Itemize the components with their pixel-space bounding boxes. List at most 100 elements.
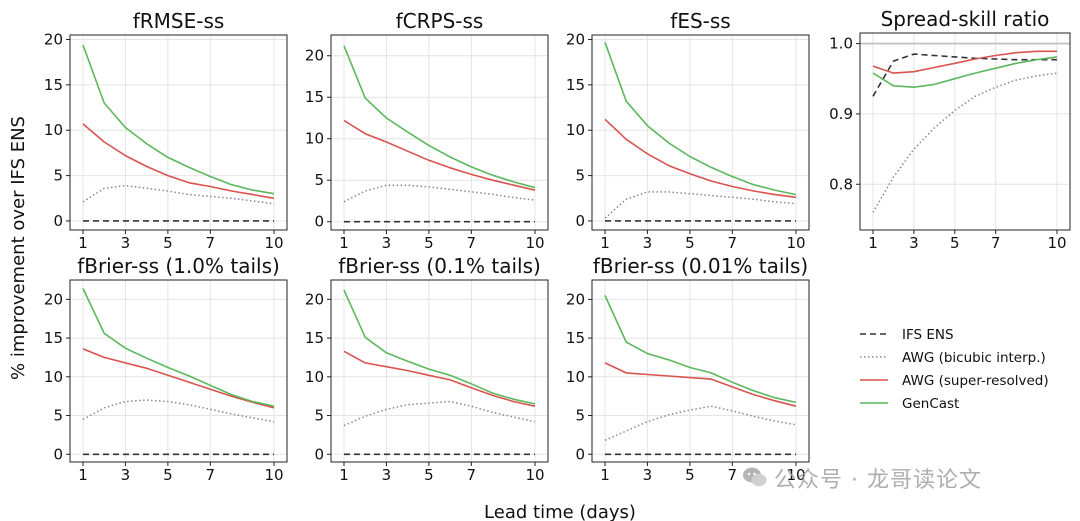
y-tick-label: 1.0	[829, 35, 853, 53]
legend: IFS ENS AWG (bicubic interp.) AWG (super-r…	[860, 327, 1049, 412]
x-tick-label: 10	[786, 234, 805, 252]
axes-frame	[859, 32, 1071, 231]
x-tick-label: 10	[264, 466, 283, 484]
y-tick-label: 15	[566, 76, 585, 94]
chart-panel: fBrier-ss (0.1% tails) 1 3 5 7 10 0 5 10 15 20	[305, 254, 549, 484]
x-tick-label: 5	[424, 234, 434, 252]
legend-label: AWG (super-resolved)	[902, 373, 1049, 389]
x-tick-label: 7	[991, 234, 1001, 252]
x-axis-label: Lead time (days)	[484, 502, 636, 521]
y-tick-label: 20	[44, 290, 63, 308]
series-line	[82, 44, 275, 195]
chart-panel: fES-ss 1 3 5 7 10 0 5 10 15 20	[566, 9, 810, 252]
y-tick-label: 20	[566, 31, 585, 49]
x-tick-label: 10	[264, 234, 283, 252]
x-tick-label: 1	[600, 234, 610, 252]
legend-label: AWG (bicubic interp.)	[902, 350, 1046, 366]
x-tick-label: 10	[786, 466, 805, 484]
y-tick-label: 10	[566, 368, 585, 386]
y-tick-label: 0	[53, 445, 63, 463]
legend-label: IFS ENS	[902, 327, 954, 343]
watermark-text: 公众号 · 龙哥读论文	[774, 468, 982, 493]
x-tick-label: 5	[163, 466, 173, 484]
y-tick-label: 5	[575, 407, 585, 425]
panel-title: fBrier-ss (1.0% tails)	[77, 254, 280, 278]
axes-frame	[591, 34, 810, 231]
x-tick-label: 7	[467, 466, 477, 484]
panel-title: fCRPS-ss	[396, 9, 484, 33]
panel-title: fBrier-ss (0.1% tails)	[338, 254, 541, 278]
x-tick-label: 5	[685, 466, 695, 484]
y-tick-label: 5	[314, 407, 324, 425]
chart-panel: fBrier-ss (0.01% tails) 1 3 5 7 10 0 5 10 15 20	[566, 254, 810, 484]
axes-frame	[330, 34, 549, 231]
series-line	[872, 53, 1057, 97]
x-tick-label: 3	[121, 234, 131, 252]
y-tick-label: 15	[566, 329, 585, 347]
y-tick-label: 20	[44, 31, 63, 49]
series-line	[82, 399, 275, 423]
x-tick-label: 5	[424, 466, 434, 484]
y-tick-label: 0.8	[829, 175, 853, 193]
x-tick-label: 3	[121, 466, 131, 484]
series-line	[604, 118, 797, 199]
y-tick-label: 0	[53, 212, 63, 230]
chart-panel: fBrier-ss (1.0% tails) 1 3 5 7 10 0 5 10 15 20	[44, 254, 288, 484]
series-line	[343, 400, 536, 427]
series-line	[872, 72, 1058, 213]
series-line	[82, 348, 275, 409]
series-line	[872, 56, 1058, 88]
series-line	[82, 288, 275, 407]
series-line	[604, 42, 797, 196]
y-axis-label: % improvement over IFS ENS	[8, 116, 29, 380]
panel-title: Spread-skill ratio	[881, 7, 1050, 31]
x-tick-label: 5	[685, 234, 695, 252]
x-tick-label: 3	[382, 466, 392, 484]
y-tick-label: 20	[305, 47, 324, 65]
x-tick-label: 10	[525, 466, 544, 484]
x-tick-label: 7	[728, 466, 738, 484]
x-tick-label: 1	[339, 466, 349, 484]
series-line	[343, 45, 536, 189]
x-tick-label: 10	[1047, 234, 1066, 252]
x-tick-label: 7	[728, 234, 738, 252]
chart-panel: Spread-skill ratio 1 3 5 7 10 0.8 0.9 1.0	[829, 7, 1071, 252]
series-line	[343, 119, 536, 191]
y-tick-label: 10	[44, 368, 63, 386]
y-tick-label: 10	[305, 368, 324, 386]
x-tick-label: 1	[78, 234, 88, 252]
y-tick-label: 10	[44, 121, 63, 139]
series-line	[82, 184, 275, 205]
legend-label: GenCast	[902, 396, 959, 412]
y-tick-label: 10	[566, 121, 585, 139]
y-tick-label: 5	[575, 167, 585, 185]
x-tick-label: 3	[382, 234, 392, 252]
panel-title: fES-ss	[670, 9, 730, 33]
x-tick-label: 1	[339, 234, 349, 252]
x-tick-label: 1	[600, 466, 610, 484]
y-tick-label: 20	[305, 290, 324, 308]
axes-frame	[330, 279, 549, 463]
y-tick-label: 0	[575, 212, 585, 230]
y-tick-label: 0	[314, 213, 324, 231]
x-tick-label: 1	[868, 234, 878, 252]
y-tick-label: 0	[575, 445, 585, 463]
x-tick-label: 5	[163, 234, 173, 252]
x-tick-label: 1	[78, 466, 88, 484]
y-tick-label: 15	[44, 329, 63, 347]
y-tick-label: 5	[314, 171, 324, 189]
panel-title: fRMSE-ss	[133, 9, 225, 33]
y-tick-label: 0.9	[829, 105, 853, 123]
series-line	[343, 184, 536, 203]
y-tick-label: 10	[305, 130, 324, 148]
x-tick-label: 5	[950, 234, 960, 252]
y-tick-label: 15	[305, 329, 324, 347]
y-tick-label: 5	[53, 167, 63, 185]
panel-title: fBrier-ss (0.01% tails)	[593, 254, 808, 278]
y-tick-label: 5	[53, 407, 63, 425]
series-line	[343, 289, 536, 405]
axes-frame	[69, 279, 288, 463]
series-line	[604, 295, 797, 404]
